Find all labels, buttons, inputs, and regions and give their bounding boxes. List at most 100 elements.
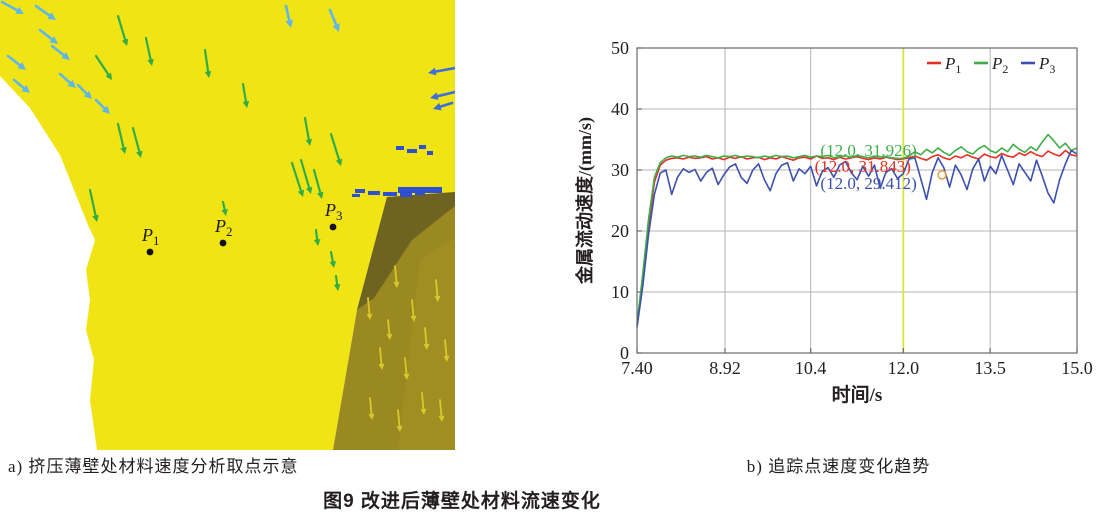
vector-arrowhead	[366, 313, 373, 320]
vector-arrowhead	[378, 363, 385, 370]
vector-arrow	[334, 274, 339, 286]
vector-arrow	[435, 279, 439, 297]
vector-arrowhead	[305, 186, 313, 194]
vector-arrowhead	[420, 408, 427, 415]
y-tick-label: 10	[611, 282, 629, 302]
vector-arrowhead	[434, 295, 441, 302]
legend-label-p3: P3	[1038, 54, 1055, 76]
vector-arrow	[404, 357, 408, 375]
y-tick-label: 50	[611, 38, 629, 58]
blue-specks	[352, 145, 442, 197]
vector-arrowhead	[329, 260, 337, 268]
series-line-p1	[636, 149, 1078, 326]
vector-arrow	[439, 101, 454, 108]
vector-arrowhead	[410, 315, 417, 322]
blue-speck	[396, 146, 404, 150]
vector-arrow	[94, 98, 106, 110]
y-tick-label: 20	[611, 221, 629, 241]
x-tick-label: 15.0	[1061, 358, 1093, 378]
vector-arrow	[38, 28, 54, 41]
x-tick-label: 13.5	[974, 358, 1006, 378]
vector-arrow	[397, 409, 401, 427]
annotation-p3: (12.0, 29.412)	[820, 174, 916, 193]
vector-arrowhead	[101, 105, 110, 114]
vector-arrowhead	[433, 102, 442, 111]
panel-a-simulation-image: P1 P2 P3	[0, 0, 455, 450]
vector-arrowhead	[332, 23, 340, 32]
legend-label-p2: P2	[991, 54, 1008, 76]
x-tick-label: 12.0	[888, 358, 920, 378]
vector-arrowhead	[49, 36, 58, 44]
vector-arrowhead	[83, 90, 92, 99]
tracking-point-1	[146, 248, 154, 256]
vector-arrow	[76, 83, 88, 95]
plot-border	[636, 47, 1078, 354]
x-axis-label: 时间/s	[832, 384, 883, 406]
x-tick-label: 7.40	[621, 358, 653, 378]
blue-speck	[400, 193, 412, 197]
vector-arrow	[424, 327, 428, 345]
vector-arrowhead	[305, 138, 313, 146]
vector-arrow	[116, 14, 127, 41]
vector-arrow	[203, 48, 210, 73]
vector-arrow	[290, 161, 303, 192]
vector-arrow	[94, 54, 110, 76]
blue-speck	[419, 145, 426, 149]
vector-arrow	[144, 36, 152, 61]
vector-arrow	[329, 250, 334, 263]
vector-arrowhead	[403, 373, 410, 380]
vector-arrowhead	[335, 158, 343, 166]
blue-speck	[427, 151, 433, 155]
annotation-p1: (12.0, 31.926)	[820, 141, 916, 160]
probe-marker-circle	[937, 170, 947, 180]
vector-arrow	[88, 188, 97, 217]
vector-arrow	[421, 392, 425, 410]
vector-arrowhead	[121, 38, 129, 46]
vector-arrowhead	[368, 413, 375, 420]
vector-arrowhead	[67, 79, 76, 88]
vector-arrowhead	[313, 239, 321, 246]
y-tick-label: 40	[611, 99, 629, 119]
vector-arrowhead	[423, 343, 430, 350]
vector-arrowhead	[317, 191, 324, 199]
vector-arrow	[50, 44, 66, 57]
figure-title: 图9 改进后薄壁处材料流速变化	[323, 491, 601, 512]
vector-arrowhead	[15, 6, 24, 14]
vector-arrowhead	[92, 214, 99, 222]
billet-material-region	[0, 0, 455, 450]
tracking-point-3	[329, 223, 337, 231]
vector-arrow	[314, 228, 319, 241]
vector-arrowhead	[386, 333, 393, 340]
vector-arrowhead	[430, 92, 439, 100]
vector-arrowhead	[333, 284, 341, 291]
tracking-point-2	[219, 239, 227, 247]
blue-speck	[368, 191, 380, 195]
vector-arrow	[34, 4, 51, 17]
vector-arrow	[299, 158, 311, 189]
vector-arrowhead	[120, 146, 127, 154]
vector-arrowhead	[438, 415, 445, 422]
vector-arrow	[329, 132, 341, 161]
y-axis-label: 金属流动速度/(mm/s)	[575, 117, 596, 285]
vector-arrow	[131, 126, 141, 153]
vector-arrow	[328, 8, 338, 27]
caption-b: b) 追踪点速度变化趋势	[746, 457, 931, 476]
vector-arrowhead	[147, 58, 154, 66]
vector-arrow	[444, 339, 448, 357]
caption-a: a) 挤压薄壁处材料速度分析取点示意	[8, 457, 299, 476]
vector-arrow	[369, 397, 373, 415]
vector-arrow	[6, 54, 22, 67]
vector-arrowhead	[17, 62, 26, 70]
vector-arrow	[284, 4, 291, 22]
die-shadow-dark-band	[357, 192, 455, 310]
vector-arrow	[241, 82, 248, 103]
vector-arrowhead	[297, 189, 305, 197]
vector-arrow	[379, 347, 383, 365]
blue-speck	[383, 192, 397, 196]
vector-arrowhead	[21, 85, 30, 93]
vector-arrowhead	[105, 72, 112, 80]
vector-arrow	[439, 399, 443, 417]
blue-speck	[352, 194, 360, 197]
vector-arrowhead	[47, 12, 56, 20]
